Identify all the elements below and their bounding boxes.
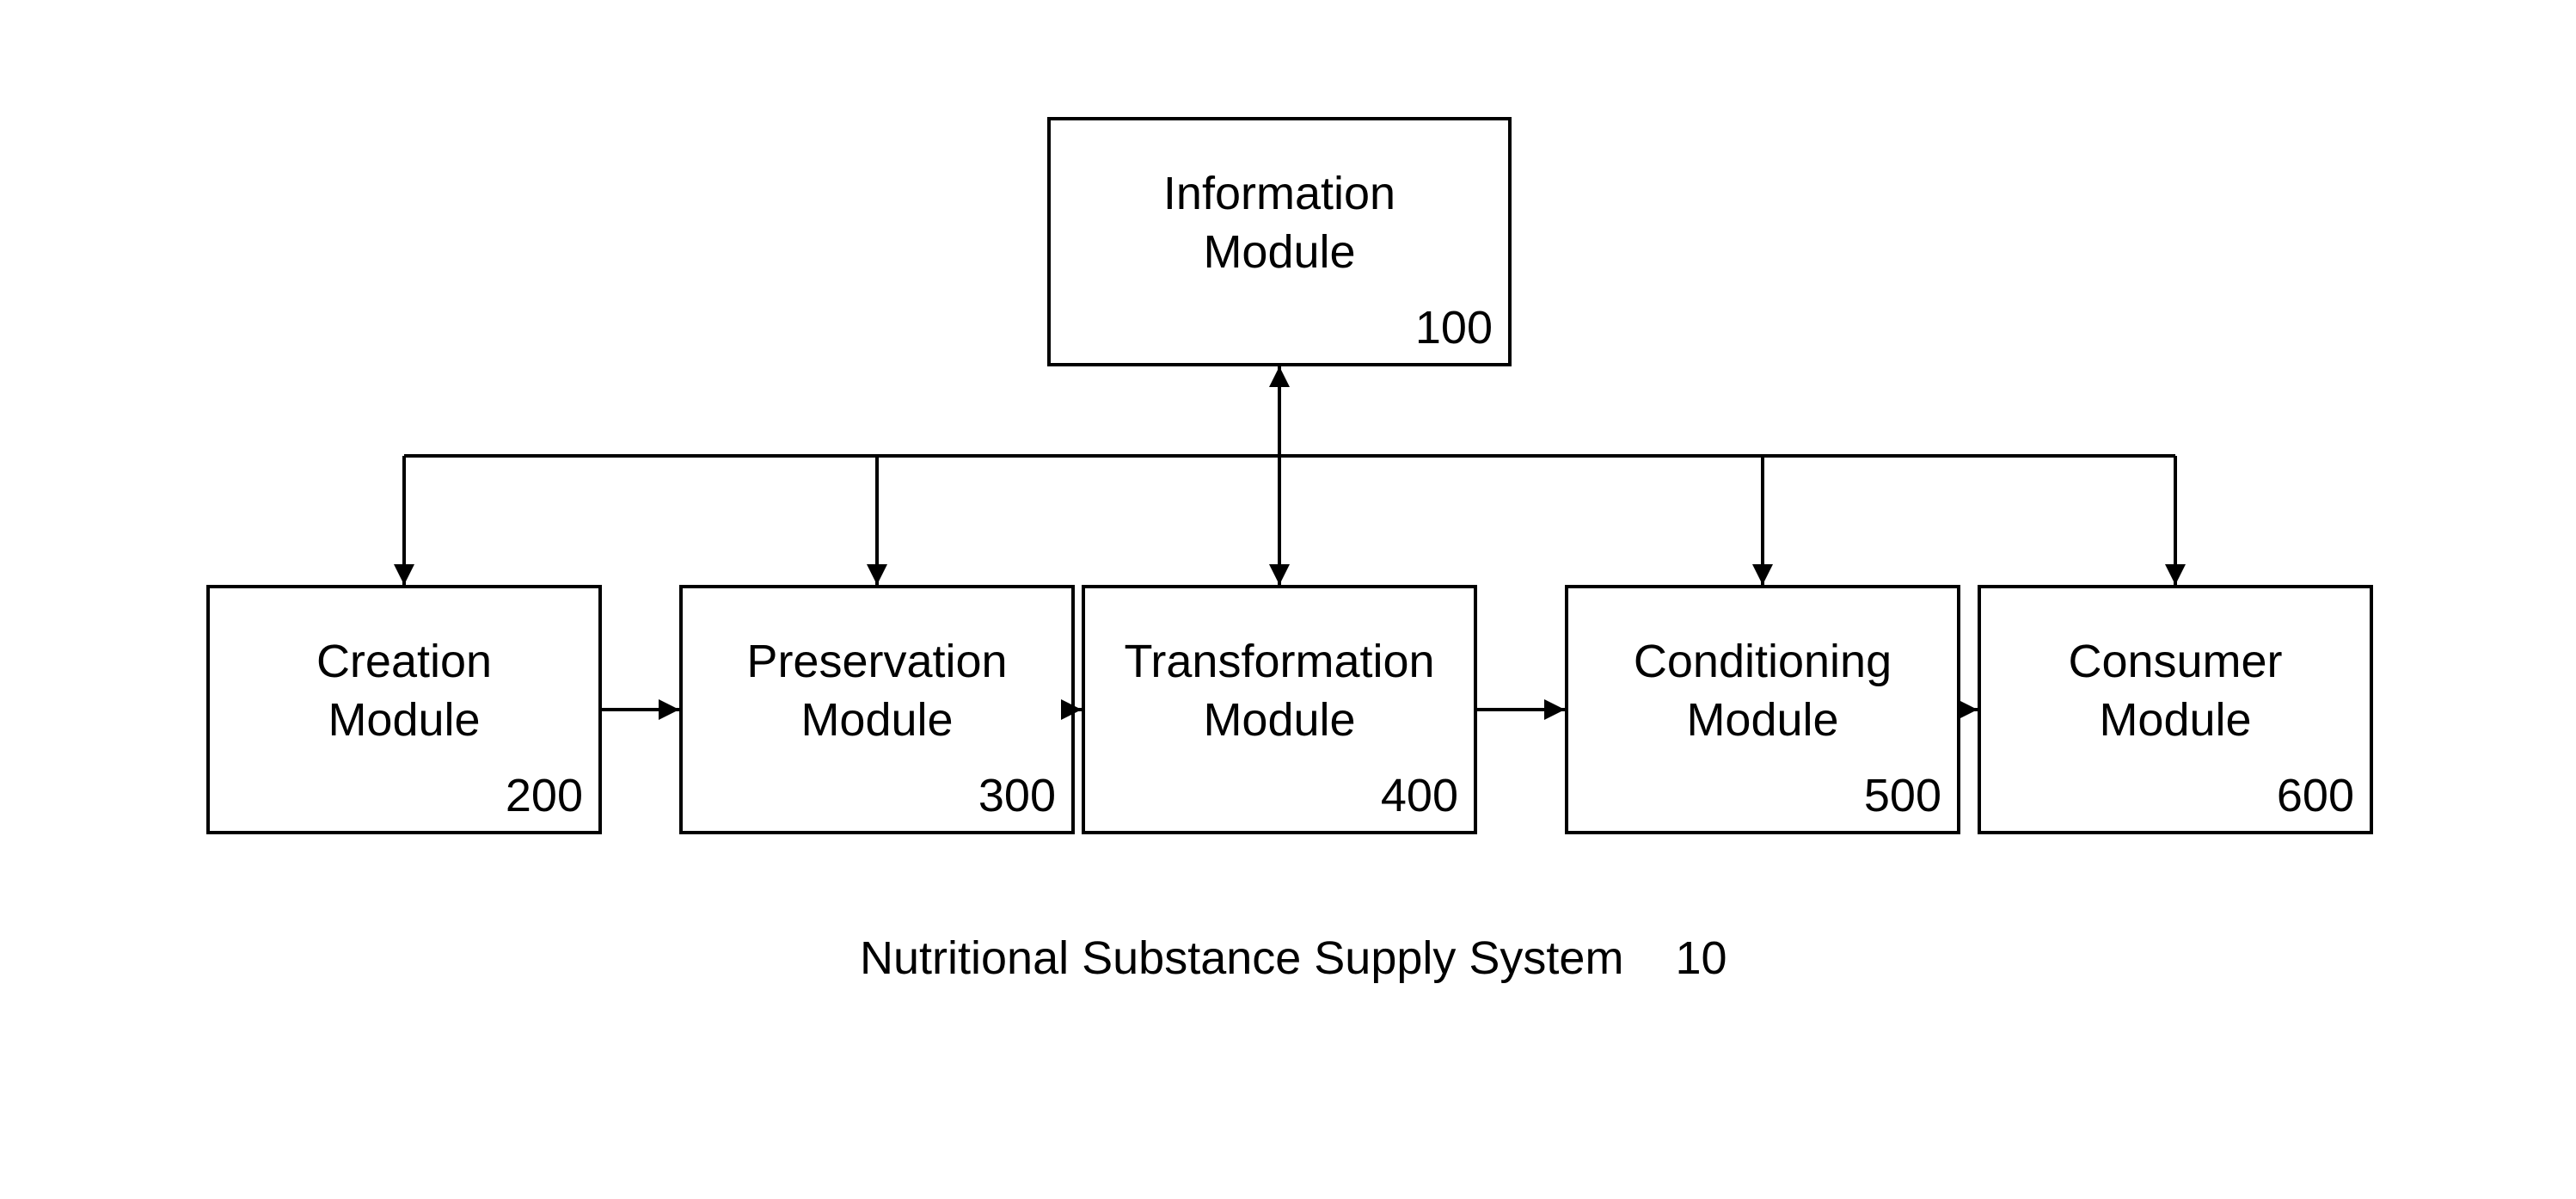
module-conditioning-label: Conditioning Module — [1568, 633, 1957, 749]
module-conditioning-number: 500 — [1864, 769, 1941, 822]
diagram-container: Information Module 100 Creation Module 2… — [0, 0, 2576, 1199]
module-information-line2: Module — [1203, 226, 1355, 278]
module-information-label: Information Module — [1051, 165, 1508, 281]
module-preservation-label: Preservation Module — [683, 633, 1071, 749]
module-consumer-number: 600 — [2277, 769, 2354, 822]
module-creation: Creation Module 200 — [206, 585, 602, 834]
module-conditioning: Conditioning Module 500 — [1565, 585, 1960, 834]
diagram-caption-number: 10 — [1675, 932, 1727, 984]
module-transformation: Transformation Module 400 — [1082, 585, 1477, 834]
module-consumer-line2: Module — [2099, 694, 2251, 746]
module-preservation-line2: Module — [800, 694, 953, 746]
diagram-caption: Nutritional Substance Supply System 10 — [860, 932, 1727, 985]
module-transformation-line2: Module — [1203, 694, 1355, 746]
module-preservation: Preservation Module 300 — [679, 585, 1075, 834]
module-consumer-line1: Consumer — [2068, 636, 2282, 687]
module-conditioning-line2: Module — [1686, 694, 1838, 746]
module-consumer-label: Consumer Module — [1981, 633, 2370, 749]
module-preservation-line1: Preservation — [746, 636, 1007, 687]
module-creation-line1: Creation — [316, 636, 492, 687]
module-information-number: 100 — [1415, 301, 1493, 354]
module-creation-line2: Module — [328, 694, 480, 746]
module-transformation-number: 400 — [1381, 769, 1458, 822]
module-transformation-label: Transformation Module — [1085, 633, 1474, 749]
module-information: Information Module 100 — [1047, 117, 1512, 366]
module-creation-label: Creation Module — [210, 633, 598, 749]
module-information-line1: Information — [1163, 168, 1395, 219]
diagram-caption-text: Nutritional Substance Supply System — [860, 932, 1623, 984]
module-creation-number: 200 — [506, 769, 583, 822]
module-conditioning-line1: Conditioning — [1634, 636, 1892, 687]
module-transformation-line1: Transformation — [1124, 636, 1434, 687]
module-consumer: Consumer Module 600 — [1978, 585, 2373, 834]
module-preservation-number: 300 — [978, 769, 1056, 822]
